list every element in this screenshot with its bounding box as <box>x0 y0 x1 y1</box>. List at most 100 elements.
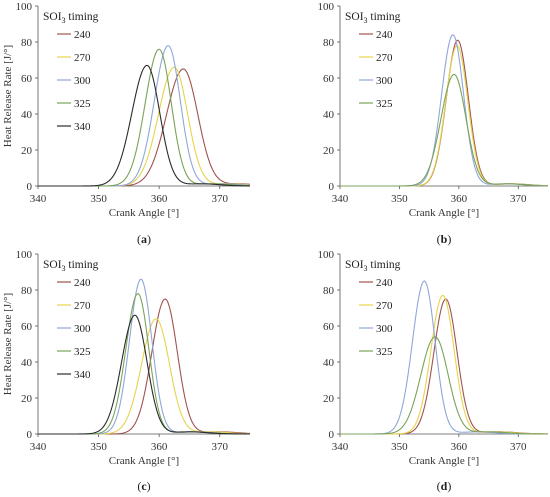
y-axis-label: Heat Release Rate [J/°] <box>2 293 14 395</box>
legend-title: SOI3 timing <box>345 11 401 25</box>
panel-label-letter: a <box>141 232 147 246</box>
legend-entry-270: 270 <box>376 52 393 64</box>
legend-entry-240: 240 <box>376 29 393 41</box>
x-tick-label: 360 <box>451 193 468 205</box>
chart-panel-b: 0 20 40 60 80 100 340 350 360 370 Crank Angle [°] S… <box>318 1 549 246</box>
series-line-240 <box>340 298 549 435</box>
chart-panel-a: 0 20 40 60 80 100 340 350 360 370 Crank Angle [°] H… <box>2 1 251 246</box>
y-tick-label: 60 <box>323 321 335 333</box>
y-tick-label: 40 <box>21 357 33 369</box>
legend-entry-240: 240 <box>74 29 91 41</box>
x-tick-label: 350 <box>90 441 107 453</box>
panel-label-close-paren: ) <box>147 232 151 246</box>
panel-label: (c) <box>137 479 150 493</box>
panel-label-open-paren: ( <box>437 479 441 493</box>
x-tick-label: 370 <box>510 193 527 205</box>
legend-entry-270: 270 <box>74 300 91 312</box>
x-tick-label: 340 <box>332 441 349 453</box>
legend-title-subscript: 3 <box>364 264 368 273</box>
y-tick-label: 40 <box>323 357 335 369</box>
x-tick-label: 360 <box>151 193 168 205</box>
x-tick-label: 340 <box>332 193 349 205</box>
y-tick-label: 40 <box>21 109 33 121</box>
series-line-325 <box>340 73 549 187</box>
y-tick-label: 100 <box>318 1 335 13</box>
panel-label: (a) <box>137 232 151 246</box>
y-tick-label: 0 <box>27 181 33 193</box>
y-tick-label: 20 <box>323 393 335 405</box>
x-tick-label: 360 <box>151 441 168 453</box>
legend-entry-325: 325 <box>376 98 393 110</box>
series-line-270 <box>38 318 251 435</box>
panel-label-open-paren: ( <box>137 232 141 246</box>
y-tick-label: 60 <box>323 73 335 85</box>
y-tick-label: 80 <box>21 285 33 297</box>
legend-title: SOI3 timing <box>345 259 401 273</box>
series-line-240 <box>38 298 251 435</box>
series-line-270 <box>340 294 549 435</box>
legend-entry-300: 300 <box>74 75 91 87</box>
series-line-270 <box>340 45 549 187</box>
x-tick-label: 350 <box>391 193 408 205</box>
legend-entry-240: 240 <box>74 277 91 289</box>
legend-entry-340: 340 <box>74 121 91 133</box>
series-line-325 <box>38 293 251 435</box>
legend-title-subscript: 3 <box>364 16 368 25</box>
x-axis-label: Crank Angle [°] <box>409 207 479 219</box>
x-tick-label: 370 <box>211 441 228 453</box>
series-line-300 <box>38 45 251 187</box>
y-tick-label: 0 <box>27 429 33 441</box>
y-tick-label: 60 <box>21 321 33 333</box>
x-axis-label: Crank Angle [°] <box>109 207 179 219</box>
panel-label: (b) <box>437 232 452 246</box>
y-tick-label: 40 <box>323 109 335 121</box>
y-tick-label: 80 <box>323 285 335 297</box>
panel-label-close-paren: ) <box>447 232 451 246</box>
y-tick-label: 60 <box>21 73 33 85</box>
x-tick-label: 350 <box>391 441 408 453</box>
legend-title-rest: timing <box>66 11 99 23</box>
y-tick-label: 20 <box>21 393 33 405</box>
x-tick-label: 340 <box>30 193 47 205</box>
x-tick-label: 360 <box>451 441 468 453</box>
series-line-325 <box>38 48 251 187</box>
x-tick-label: 370 <box>211 193 228 205</box>
legend-entry-300: 300 <box>74 323 91 335</box>
x-tick-label: 350 <box>90 193 107 205</box>
legend-title-rest: timing <box>368 259 401 271</box>
series-line-340 <box>38 314 250 435</box>
series-line-325 <box>340 336 548 435</box>
legend-entry-325: 325 <box>74 346 91 358</box>
legend-title-main: SOI <box>345 11 364 23</box>
panel-label-open-paren: ( <box>437 232 441 246</box>
y-tick-label: 20 <box>323 145 335 157</box>
legend-entry-240: 240 <box>376 277 393 289</box>
legend-title-main: SOI <box>43 259 62 271</box>
y-tick-label: 0 <box>329 181 335 193</box>
series-line-270 <box>38 66 251 187</box>
legend-entry-300: 300 <box>376 323 393 335</box>
y-tick-label: 100 <box>318 249 335 261</box>
legend-title-rest: timing <box>368 11 401 23</box>
legend-title: SOI3 timing <box>43 259 99 273</box>
x-axis-label: Crank Angle [°] <box>109 455 179 467</box>
panel-label-letter: c <box>141 479 147 493</box>
x-tick-label: 340 <box>30 441 47 453</box>
legend-entry-270: 270 <box>74 52 91 64</box>
series-line-340 <box>38 64 251 187</box>
legend-entry-300: 300 <box>376 75 393 87</box>
chart-panel-d: 0 20 40 60 80 100 340 350 360 370 Crank Angle [°] S… <box>318 249 549 493</box>
legend-entry-340: 340 <box>74 369 91 381</box>
y-tick-label: 100 <box>16 1 33 13</box>
x-axis-label: Crank Angle [°] <box>409 455 479 467</box>
panel-label-close-paren: ) <box>447 479 451 493</box>
legend-title: SOI3 timing <box>43 11 99 25</box>
panel-label: (d) <box>437 479 452 493</box>
y-tick-label: 80 <box>323 37 335 49</box>
panel-label-letter: b <box>441 232 448 246</box>
y-tick-label: 100 <box>16 249 33 261</box>
series-line-300 <box>38 278 251 435</box>
legend-title-main: SOI <box>345 259 364 271</box>
chart-panel-c: 0 20 40 60 80 100 340 350 360 370 Crank Angle [°] H… <box>2 249 251 493</box>
